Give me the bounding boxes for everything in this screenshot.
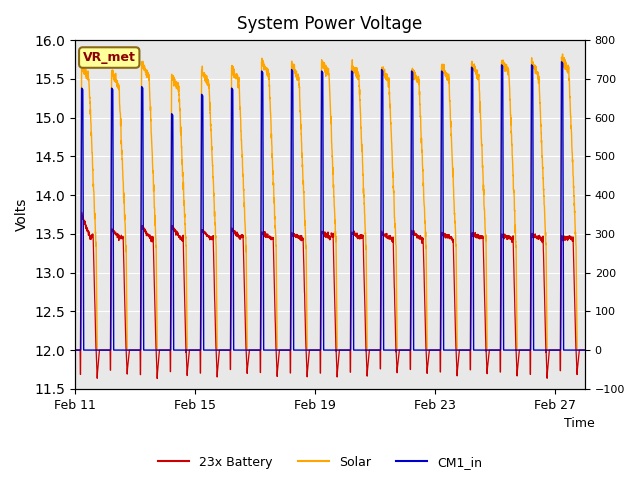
X-axis label: Time: Time bbox=[564, 417, 595, 430]
Legend: 23x Battery, Solar, CM1_in: 23x Battery, Solar, CM1_in bbox=[153, 451, 487, 474]
Title: System Power Voltage: System Power Voltage bbox=[237, 15, 422, 33]
Text: VR_met: VR_met bbox=[83, 51, 136, 64]
Y-axis label: Volts: Volts bbox=[15, 198, 29, 231]
